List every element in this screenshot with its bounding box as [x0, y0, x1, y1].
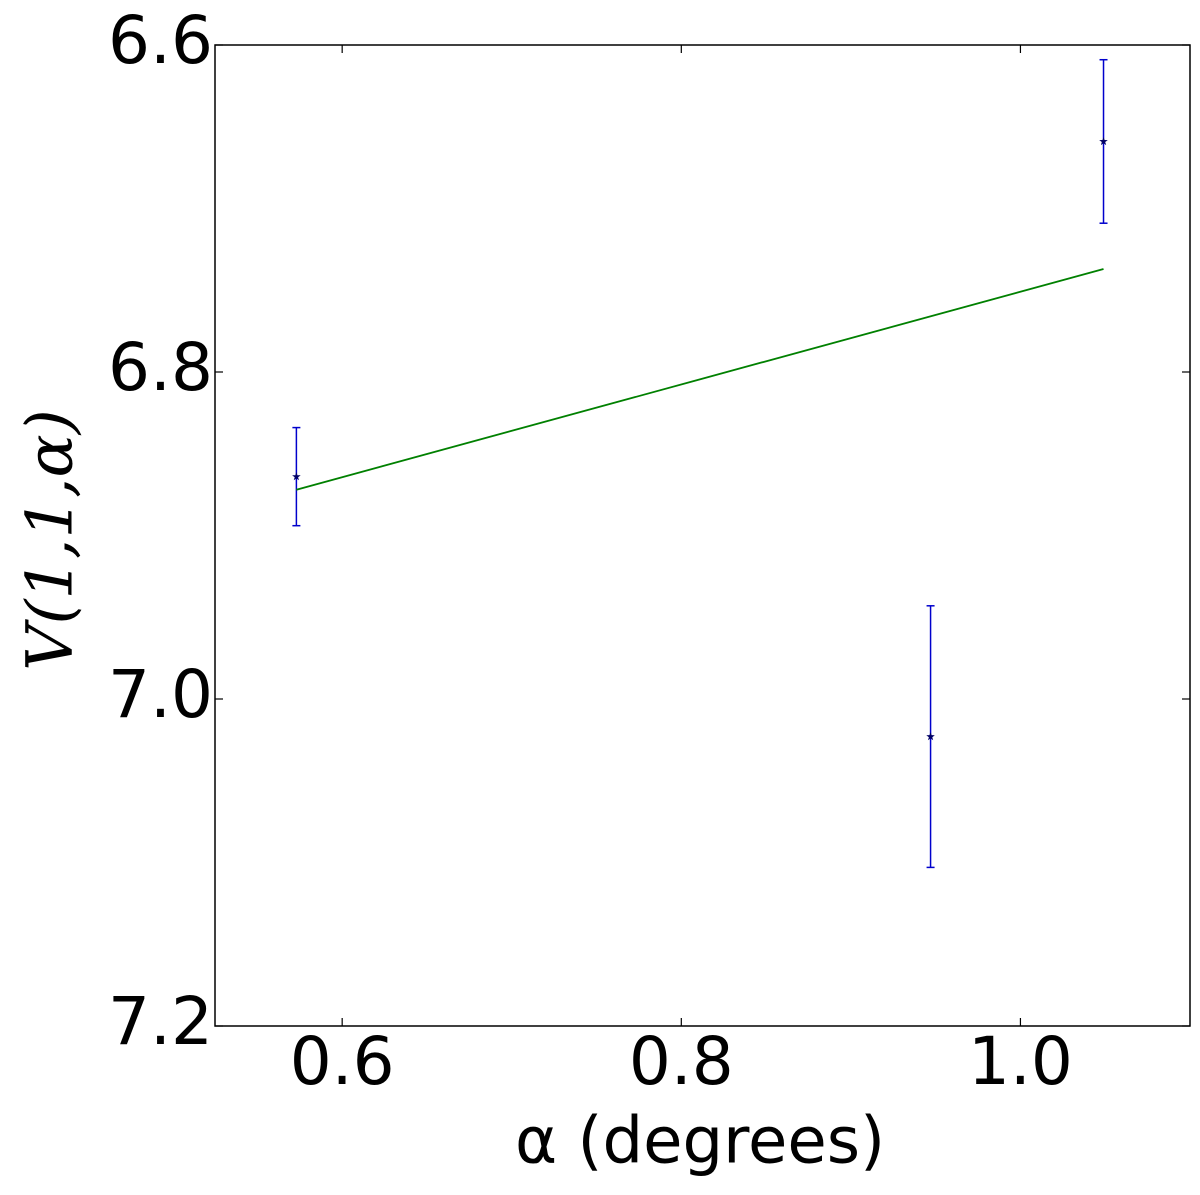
data-point [1099, 137, 1108, 146]
x-axis-label: α (degrees) [515, 1105, 885, 1179]
y-tick-label: 7.0 [108, 656, 213, 733]
x-tick-label: 0.6 [290, 1023, 395, 1100]
x-tick-label: 1.0 [968, 1023, 1073, 1100]
x-tick-label: 0.8 [629, 1023, 734, 1100]
y-tick-label: 6.8 [108, 329, 213, 406]
data-point [926, 732, 935, 741]
y-tick-label: 7.2 [108, 983, 213, 1060]
fit-line [296, 268, 1104, 491]
plot-frame [214, 44, 1191, 1027]
y-tick-label: 6.6 [108, 2, 213, 79]
data-point [292, 472, 301, 481]
y-axis-label: V(1,1,α) [14, 409, 88, 671]
